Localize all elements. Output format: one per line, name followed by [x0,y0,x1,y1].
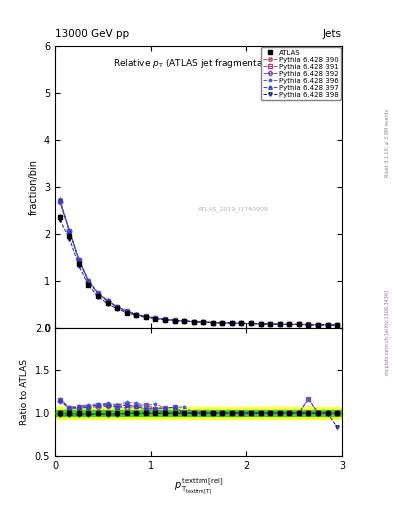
Text: mcplots.cern.ch [arXiv:1306.3436]: mcplots.cern.ch [arXiv:1306.3436] [385,290,390,375]
Text: 13000 GeV pp: 13000 GeV pp [55,29,129,39]
X-axis label: $p_{\,\mathrm{T_{texttrm[T]}}}^{\,\mathrm{texttrm[rel]}}$: $p_{\,\mathrm{T_{texttrm[T]}}}^{\,\mathr… [174,476,223,496]
Bar [55,411,342,416]
Text: ATLAS_2019_I1740909: ATLAS_2019_I1740909 [197,206,268,212]
Text: Relative $p_{\mathrm{T}}$ (ATLAS jet fragmentation): Relative $p_{\mathrm{T}}$ (ATLAS jet fra… [113,57,284,70]
Legend: ATLAS, Pythia 6.428 390, Pythia 6.428 391, Pythia 6.428 392, Pythia 6.428 396, P: ATLAS, Pythia 6.428 390, Pythia 6.428 39… [261,48,340,100]
Text: Jets: Jets [323,29,342,39]
Y-axis label: Ratio to ATLAS: Ratio to ATLAS [20,359,29,424]
Bar [55,407,342,419]
Text: Rivet 3.1.10, ≥ 2.8M events: Rivet 3.1.10, ≥ 2.8M events [385,109,390,178]
Y-axis label: fraction/bin: fraction/bin [28,159,39,215]
